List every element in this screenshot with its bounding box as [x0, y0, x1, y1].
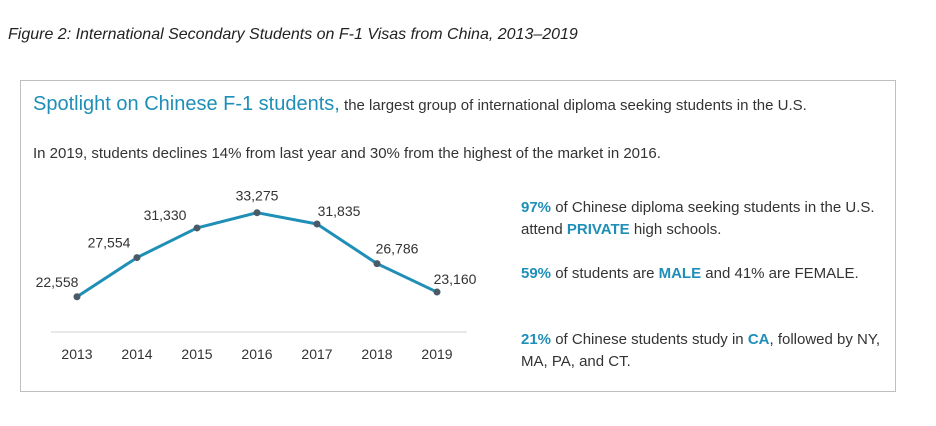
data-point	[313, 220, 321, 228]
x-tick-label: 2015	[181, 346, 212, 362]
x-tick-label: 2018	[361, 346, 392, 362]
x-tick-label: 2017	[301, 346, 332, 362]
x-tick-label: 2016	[241, 346, 272, 362]
data-point	[373, 260, 381, 268]
data-point	[433, 288, 441, 296]
fact-percent: 97%	[521, 199, 552, 216]
data-label: 27,554	[88, 235, 131, 251]
headline-rest: the largest group of international diplo…	[339, 97, 807, 114]
fact-percent: 59%	[521, 265, 552, 282]
spotlight-panel: Spotlight on Chinese F-1 students, the l…	[20, 80, 896, 392]
x-tick-label: 2019	[421, 346, 452, 362]
x-tick-label: 2014	[121, 346, 152, 362]
headline-highlight: Spotlight on Chinese F-1 students,	[33, 93, 340, 115]
figure-caption: Figure 2: International Secondary Studen…	[8, 26, 578, 43]
fact-text: of students are	[551, 265, 659, 282]
data-label: 31,835	[318, 203, 361, 219]
fact-gender: 59% of students are MALE and 41% are FEM…	[521, 263, 881, 285]
data-label: 31,330	[144, 207, 187, 223]
data-label: 26,786	[376, 241, 419, 257]
fact-keyword: PRIVATE	[566, 221, 630, 238]
data-label: 33,275	[236, 188, 279, 204]
data-point	[73, 293, 81, 301]
fact-text: and 41% are FEMALE.	[701, 265, 859, 282]
data-label: 22,558	[36, 274, 79, 290]
line-chart: 22,558 27,554 31,330 33,275 31,835 26,786 23,1…	[36, 188, 477, 362]
data-point	[253, 209, 261, 217]
data-label: 23,160	[434, 271, 477, 287]
fact-keyword: CA	[747, 331, 770, 348]
headline: Spotlight on Chinese F-1 students, the l…	[33, 93, 807, 116]
fact-text: , followed by NY, MA, PA, and CT.	[521, 331, 881, 370]
fact-text: high schools.	[629, 221, 722, 238]
data-point	[133, 254, 141, 262]
fact-text: of Chinese students study in	[551, 331, 748, 348]
fact-states: 21% of Chinese students study in CA, fol…	[521, 329, 881, 373]
fact-private-schools: 97% of Chinese diploma seeking students …	[521, 197, 881, 241]
x-tick-label: 2013	[61, 346, 92, 362]
summary-line: In 2019, students declines 14% from last…	[33, 145, 661, 162]
fact-keyword: MALE	[658, 265, 702, 282]
data-point	[193, 224, 201, 232]
fact-text: of Chinese diploma seeking students in t…	[521, 199, 875, 238]
fact-percent: 21%	[521, 331, 552, 348]
